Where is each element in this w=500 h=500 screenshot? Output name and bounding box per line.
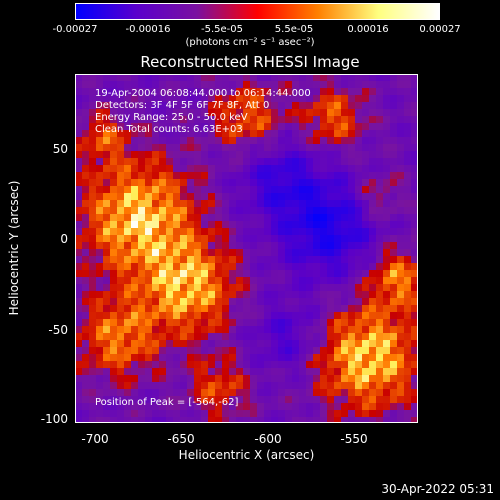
colorbar-tick: -0.00016 — [125, 24, 171, 35]
x-axis-label: Heliocentric X (arcsec) — [178, 448, 315, 462]
info-detectors: Detectors: 3F 4F 5F 6F 7F 8F, Att 0 — [95, 100, 270, 111]
info-counts: Clean Total counts: 6.63E+03 — [95, 124, 243, 135]
y-axis-label: Heliocentric Y (arcsec) — [7, 180, 21, 316]
solar-image — [75, 74, 418, 423]
colorbar-tick: 5.5e-05 — [274, 24, 314, 35]
colorbar-tick: -5.5e-05 — [201, 24, 243, 35]
colorbar-tick: 0.00016 — [347, 24, 389, 35]
info-time-range: 19-Apr-2004 06:08:44.000 to 06:14:44.000 — [95, 88, 311, 99]
x-tick-label: -650 — [167, 432, 195, 446]
x-tick-label: -600 — [254, 432, 282, 446]
colorbar — [75, 3, 440, 20]
timestamp: 30-Apr-2022 05:31 — [381, 482, 494, 496]
y-tick-label: 0 — [60, 232, 68, 246]
colorbar-units: (photons cm⁻² s⁻¹ asec⁻²) — [185, 37, 315, 48]
y-tick-label: -100 — [40, 412, 68, 426]
info-peak-position: Position of Peak = [-564,-62] — [95, 397, 239, 408]
heatmap-canvas — [75, 74, 418, 423]
x-tick-label: -550 — [340, 432, 368, 446]
image-title: Reconstructed RHESSI Image — [140, 53, 360, 71]
info-energy-range: Energy Range: 25.0 - 50.0 keV — [95, 112, 248, 123]
x-tick-label: -700 — [81, 432, 109, 446]
y-tick-label: 50 — [52, 142, 68, 156]
colorbar-tick: 0.00027 — [419, 24, 461, 35]
y-tick-label: -50 — [48, 323, 68, 337]
colorbar-tick: -0.00027 — [52, 24, 98, 35]
